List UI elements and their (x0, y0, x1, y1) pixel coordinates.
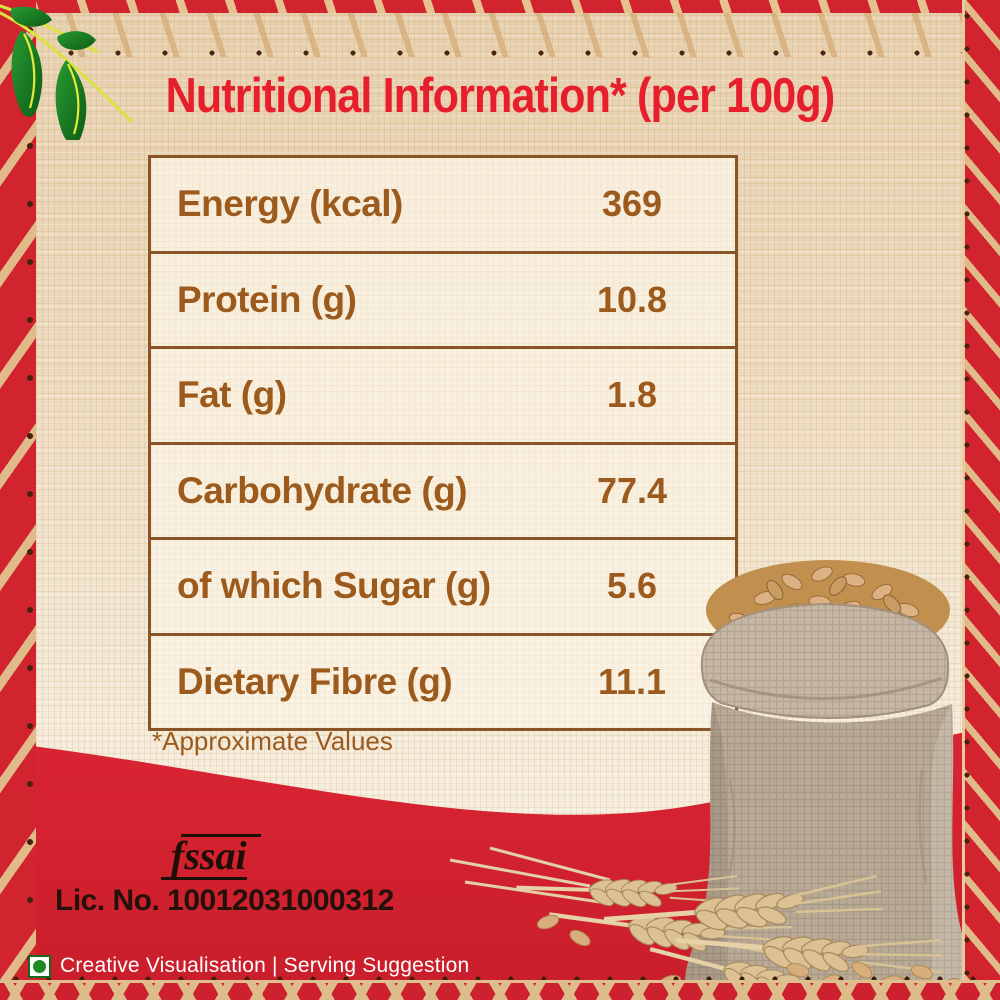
table-row: Protein (g) 10.8 (151, 254, 735, 349)
nutrient-value: 10.8 (596, 278, 668, 320)
wheat-sack-illustration (449, 560, 988, 1000)
top-border (0, 0, 1000, 13)
nutrient-label: Fat (g) (177, 374, 287, 416)
footer: Creative Visualisation | Serving Suggest… (28, 954, 469, 978)
license-number: Lic. No. 10012031000312 (55, 884, 394, 917)
table-row: Carbohydrate (g) 77.4 (151, 445, 735, 540)
nutrient-label: of which Sugar (g) (177, 565, 491, 607)
green-leaves-icon (0, 4, 134, 140)
nutrient-label: Dietary Fibre (g) (177, 660, 453, 702)
left-border (0, 0, 36, 1000)
table-row: Fat (g) 1.8 (151, 349, 735, 445)
nutrient-value: 11.1 (597, 660, 667, 702)
nutrition-table: Energy (kcal) 369 Protein (g) 10.8 Fat (… (148, 155, 738, 731)
veg-symbol-icon (28, 954, 51, 978)
wheat-ears-icon (449, 840, 988, 1000)
right-border (962, 0, 1000, 1000)
table-row: Energy (kcal) 369 (151, 158, 735, 254)
nutrient-value: 369 (601, 183, 663, 225)
nutrient-label: Carbohydrate (g) (177, 469, 468, 511)
nutrient-label: Energy (kcal) (177, 183, 403, 225)
nutrient-value: 77.4 (596, 469, 668, 511)
bottom-border (0, 980, 1000, 1000)
fssai-logo: fssai (161, 834, 261, 880)
table-row: of which Sugar (g) 5.6 (151, 540, 735, 636)
approximate-values-note: *Approximate Values (152, 726, 393, 756)
page-title-text: Nutritional Information* (per 100g) (165, 69, 836, 123)
page-title: Nutritional Information* (per 100g) (0, 68, 1000, 124)
table-row: Dietary Fibre (g) 11.1 (151, 636, 735, 729)
nutrient-value: 5.6 (606, 565, 658, 607)
footer-text: Creative Visualisation | Serving Suggest… (60, 954, 470, 977)
nutrient-value: 1.8 (606, 374, 658, 416)
certification-block: fssai Lic. No. 10012031000312 (55, 834, 394, 918)
nutrient-label: Protein (g) (177, 278, 357, 320)
